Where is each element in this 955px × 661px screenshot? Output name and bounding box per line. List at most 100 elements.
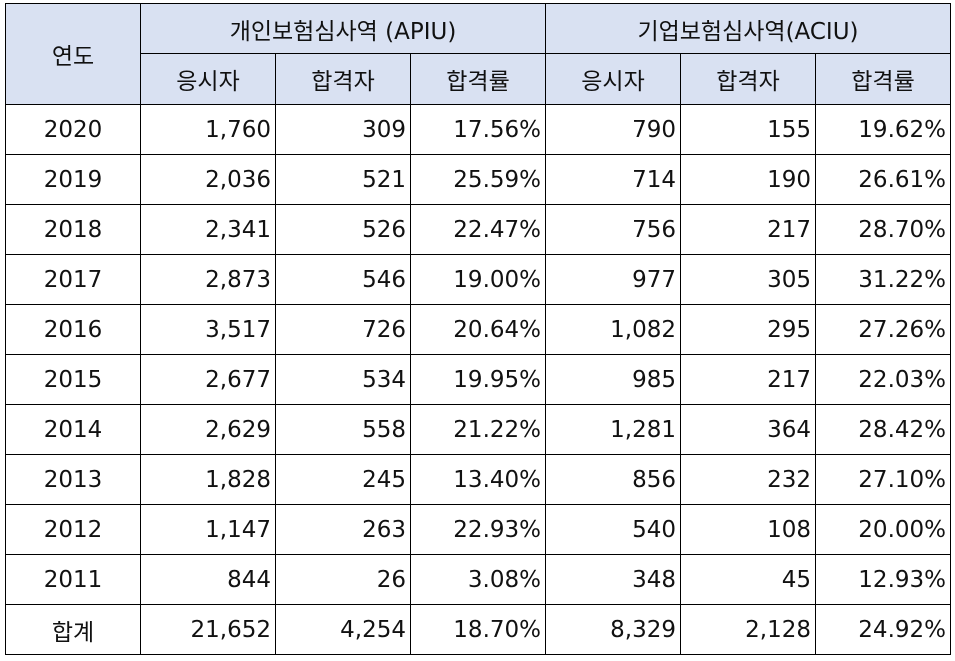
value-cell: 19.62%: [815, 104, 951, 155]
value-cell: 20.64%: [410, 304, 546, 355]
value-cell: 364: [680, 404, 816, 455]
value-cell: 521: [275, 154, 411, 205]
value-cell: 3,517: [140, 304, 276, 355]
year-header: 연도: [5, 3, 141, 105]
value-cell: 27.26%: [815, 304, 951, 355]
value-cell: 45: [680, 554, 816, 605]
table-row: 2013 1,828 245 13.40% 856 232 27.10%: [5, 454, 951, 505]
year-cell: 2012: [5, 504, 141, 555]
value-cell: 28.70%: [815, 204, 951, 255]
value-cell: 1,281: [545, 404, 681, 455]
value-cell: 558: [275, 404, 411, 455]
sub-header: 합격률: [410, 53, 546, 105]
value-cell: 21.22%: [410, 404, 546, 455]
value-cell: 844: [140, 554, 276, 605]
year-cell: 2018: [5, 204, 141, 255]
value-cell: 12.93%: [815, 554, 951, 605]
value-cell: 26: [275, 554, 411, 605]
value-cell: 22.93%: [410, 504, 546, 555]
table-row: 2012 1,147 263 22.93% 540 108 20.00%: [5, 504, 951, 555]
value-cell: 22.47%: [410, 204, 546, 255]
value-cell: 790: [545, 104, 681, 155]
value-cell: 2,629: [140, 404, 276, 455]
exam-statistics-table: 연도 개인보험심사역 (APIU) 기업보험심사역(ACIU) 응시자 합격자 …: [5, 3, 951, 655]
value-cell: 4,254: [275, 604, 411, 655]
value-cell: 22.03%: [815, 354, 951, 405]
value-cell: 526: [275, 204, 411, 255]
value-cell: 8,329: [545, 604, 681, 655]
total-row: 합계 21,652 4,254 18.70% 8,329 2,128 24.92%: [5, 604, 951, 655]
value-cell: 1,082: [545, 304, 681, 355]
sub-header: 합격률: [815, 53, 951, 105]
value-cell: 19.95%: [410, 354, 546, 405]
year-cell: 2013: [5, 454, 141, 505]
year-cell: 2015: [5, 354, 141, 405]
value-cell: 13.40%: [410, 454, 546, 505]
value-cell: 305: [680, 254, 816, 305]
value-cell: 2,036: [140, 154, 276, 205]
header-row-columns: 응시자 합격자 합격률 응시자 합격자 합격률: [6, 53, 951, 105]
table-row: 2020 1,760 309 17.56% 790 155 19.62%: [5, 104, 951, 155]
value-cell: 245: [275, 454, 411, 505]
value-cell: 2,873: [140, 254, 276, 305]
value-cell: 232: [680, 454, 816, 505]
year-cell: 2016: [5, 304, 141, 355]
table-row: 2015 2,677 534 19.95% 985 217 22.03%: [5, 354, 951, 405]
sub-header: 응시자: [140, 53, 276, 105]
value-cell: 295: [680, 304, 816, 355]
sub-header: 합격자: [680, 53, 816, 105]
table-row: 2014 2,629 558 21.22% 1,281 364 28.42%: [5, 404, 951, 455]
table-row: 2017 2,873 546 19.00% 977 305 31.22%: [5, 254, 951, 305]
value-cell: 19.00%: [410, 254, 546, 305]
group-header-aciu: 기업보험심사역(ACIU): [545, 3, 951, 54]
value-cell: 190: [680, 154, 816, 205]
table-body: 2020 1,760 309 17.56% 790 155 19.62% 2019 2,036 5…: [5, 104, 951, 655]
value-cell: 309: [275, 104, 411, 155]
value-cell: 20.00%: [815, 504, 951, 555]
value-cell: 2,677: [140, 354, 276, 405]
year-cell: 2011: [5, 554, 141, 605]
value-cell: 540: [545, 504, 681, 555]
value-cell: 714: [545, 154, 681, 205]
table-row: 2019 2,036 521 25.59% 714 190 26.61%: [5, 154, 951, 205]
value-cell: 108: [680, 504, 816, 555]
value-cell: 726: [275, 304, 411, 355]
group-header-apiu: 개인보험심사역 (APIU): [140, 3, 546, 54]
value-cell: 21,652: [140, 604, 276, 655]
value-cell: 31.22%: [815, 254, 951, 305]
year-cell: 합계: [5, 604, 141, 655]
value-cell: 217: [680, 204, 816, 255]
value-cell: 1,828: [140, 454, 276, 505]
year-cell: 2017: [5, 254, 141, 305]
sub-header: 응시자: [545, 53, 681, 105]
year-cell: 2020: [5, 104, 141, 155]
year-cell: 2019: [5, 154, 141, 205]
value-cell: 756: [545, 204, 681, 255]
value-cell: 348: [545, 554, 681, 605]
value-cell: 26.61%: [815, 154, 951, 205]
table-row: 2018 2,341 526 22.47% 756 217 28.70%: [5, 204, 951, 255]
value-cell: 24.92%: [815, 604, 951, 655]
year-cell: 2014: [5, 404, 141, 455]
value-cell: 985: [545, 354, 681, 405]
table-row: 2011 844 26 3.08% 348 45 12.93%: [5, 554, 951, 605]
value-cell: 534: [275, 354, 411, 405]
value-cell: 977: [545, 254, 681, 305]
value-cell: 2,341: [140, 204, 276, 255]
header-row-groups: 연도 개인보험심사역 (APIU) 기업보험심사역(ACIU): [5, 3, 951, 105]
value-cell: 546: [275, 254, 411, 305]
value-cell: 18.70%: [410, 604, 546, 655]
value-cell: 263: [275, 504, 411, 555]
table-row: 2016 3,517 726 20.64% 1,082 295 27.26%: [5, 304, 951, 355]
sub-header: 합격자: [275, 53, 411, 105]
value-cell: 17.56%: [410, 104, 546, 155]
value-cell: 217: [680, 354, 816, 405]
value-cell: 1,760: [140, 104, 276, 155]
value-cell: 856: [545, 454, 681, 505]
value-cell: 25.59%: [410, 154, 546, 205]
value-cell: 3.08%: [410, 554, 546, 605]
value-cell: 1,147: [140, 504, 276, 555]
value-cell: 27.10%: [815, 454, 951, 505]
value-cell: 2,128: [680, 604, 816, 655]
value-cell: 28.42%: [815, 404, 951, 455]
